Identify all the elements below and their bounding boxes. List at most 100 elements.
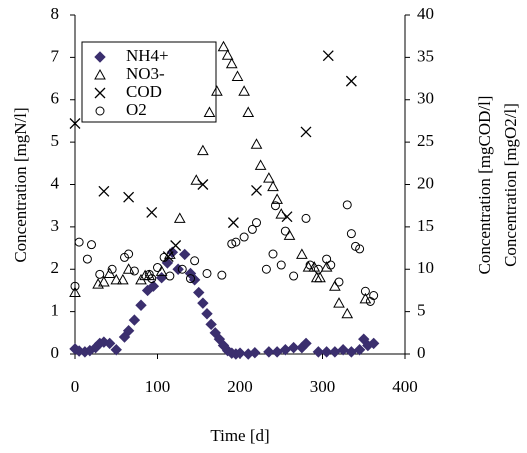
y-tick-label: 4 bbox=[51, 173, 60, 192]
point bbox=[190, 174, 203, 185]
point bbox=[314, 271, 326, 283]
point bbox=[147, 280, 160, 292]
point bbox=[225, 57, 238, 69]
point bbox=[367, 337, 380, 350]
point bbox=[153, 263, 162, 273]
point bbox=[221, 49, 234, 60]
x-tick-label: 300 bbox=[310, 377, 336, 396]
point bbox=[173, 212, 186, 223]
point bbox=[261, 264, 271, 274]
point bbox=[337, 344, 349, 356]
legend-marker bbox=[94, 68, 106, 80]
point bbox=[305, 260, 315, 270]
point bbox=[70, 281, 80, 291]
point bbox=[128, 314, 141, 326]
point bbox=[231, 237, 241, 247]
point bbox=[300, 126, 312, 138]
point bbox=[252, 218, 261, 228]
point bbox=[333, 297, 345, 308]
point bbox=[239, 232, 249, 242]
y2-tick-label: 40 bbox=[417, 4, 434, 23]
point bbox=[242, 106, 255, 117]
point bbox=[124, 249, 134, 259]
point bbox=[135, 299, 147, 311]
point bbox=[289, 271, 299, 281]
point bbox=[251, 184, 262, 196]
point bbox=[279, 344, 292, 356]
y2-tick-label: 10 bbox=[417, 258, 434, 277]
point bbox=[177, 264, 187, 274]
x-axis-label: Time [d] bbox=[210, 426, 269, 445]
point bbox=[271, 193, 283, 204]
x-tick-label: 400 bbox=[392, 377, 418, 396]
point bbox=[234, 347, 246, 359]
point bbox=[268, 249, 278, 259]
point bbox=[159, 252, 169, 262]
point bbox=[247, 224, 257, 234]
point bbox=[263, 346, 275, 358]
point bbox=[217, 40, 230, 52]
point bbox=[197, 179, 209, 190]
point bbox=[95, 269, 105, 279]
point bbox=[98, 185, 110, 197]
point bbox=[238, 85, 250, 96]
point bbox=[360, 286, 370, 296]
point bbox=[122, 263, 135, 274]
point bbox=[355, 244, 365, 254]
point bbox=[287, 341, 300, 354]
y2-tick-label: 20 bbox=[417, 173, 434, 192]
point bbox=[197, 297, 209, 309]
point bbox=[301, 213, 311, 223]
point bbox=[98, 275, 110, 287]
point bbox=[147, 274, 157, 284]
legend-marker bbox=[95, 106, 105, 116]
point bbox=[87, 240, 96, 250]
point bbox=[267, 180, 279, 192]
legend-label: COD bbox=[126, 82, 162, 101]
point bbox=[231, 70, 244, 81]
point bbox=[342, 200, 352, 210]
point bbox=[341, 307, 354, 319]
y2-axis-label: Concentration [mgO2/l] bbox=[501, 103, 520, 267]
x-tick-label: 0 bbox=[71, 377, 80, 396]
point bbox=[250, 138, 263, 149]
point bbox=[329, 346, 341, 358]
point bbox=[312, 346, 325, 358]
point bbox=[365, 296, 375, 306]
x-tick-label: 100 bbox=[145, 377, 171, 396]
point bbox=[217, 270, 227, 280]
y-tick-label: 5 bbox=[51, 131, 60, 150]
legend-marker bbox=[94, 51, 106, 63]
point bbox=[296, 248, 308, 259]
point bbox=[69, 286, 81, 298]
point bbox=[280, 226, 290, 236]
point bbox=[308, 261, 321, 272]
y2-tick-label: 15 bbox=[417, 216, 434, 235]
y-tick-label: 6 bbox=[51, 89, 60, 108]
point bbox=[281, 211, 293, 223]
y-tick-label: 2 bbox=[51, 258, 60, 277]
point bbox=[170, 240, 182, 251]
point bbox=[313, 264, 323, 274]
legend-label: NO3- bbox=[126, 64, 165, 83]
point bbox=[263, 172, 275, 183]
legend-label: O2 bbox=[126, 100, 147, 119]
point bbox=[326, 260, 336, 270]
y-tick-label: 3 bbox=[51, 216, 60, 235]
point bbox=[322, 50, 334, 62]
point bbox=[186, 274, 195, 284]
point bbox=[249, 347, 261, 359]
y2-tick-label: 30 bbox=[417, 89, 434, 108]
y-tick-label: 7 bbox=[51, 46, 60, 65]
point bbox=[322, 254, 332, 264]
point bbox=[123, 191, 135, 203]
y-tick-label: 8 bbox=[51, 4, 60, 23]
point bbox=[227, 217, 239, 229]
legend-box bbox=[81, 41, 217, 123]
point bbox=[107, 264, 117, 274]
point bbox=[334, 277, 344, 287]
point bbox=[144, 269, 154, 279]
point bbox=[110, 344, 122, 356]
y2-tick-label: 25 bbox=[417, 131, 434, 150]
